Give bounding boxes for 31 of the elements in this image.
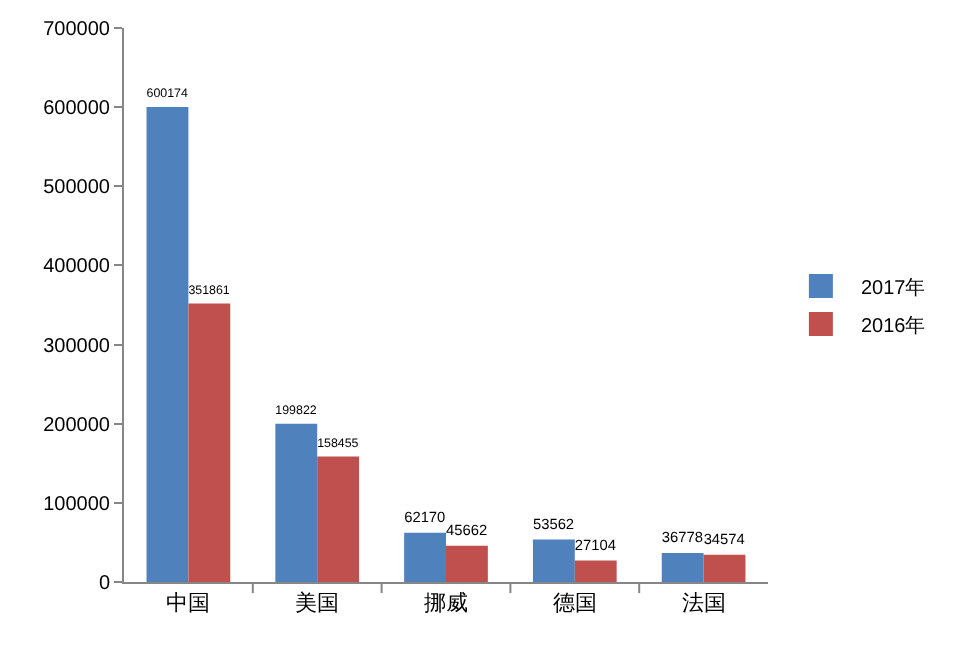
bar — [574, 560, 617, 582]
bar — [532, 539, 575, 582]
bar — [661, 552, 704, 582]
bar — [703, 554, 746, 582]
bar — [146, 107, 189, 582]
x-tick-label: 挪威 — [424, 590, 468, 617]
x-tick-label: 美国 — [295, 590, 340, 617]
y-tick-label: 400000 — [43, 256, 111, 279]
data-label: 36778 — [661, 528, 703, 547]
x-tick-label: 法国 — [681, 590, 726, 617]
bar — [446, 545, 488, 582]
data-label: 27104 — [574, 536, 616, 555]
x-tick-label: 中国 — [166, 590, 211, 617]
y-tick-label: 600000 — [43, 98, 111, 121]
y-tick-label: 200000 — [43, 414, 111, 437]
data-label: 62170 — [404, 508, 446, 527]
y-tick-label: 100000 — [43, 493, 111, 516]
legend-label: 2017年 — [860, 275, 926, 300]
data-label: 34574 — [703, 530, 745, 549]
bar — [275, 423, 318, 582]
data-label: 53562 — [532, 515, 575, 534]
x-tick-label: 德国 — [552, 592, 597, 617]
legend-label: 2016年 — [860, 313, 926, 338]
y-tick-label: 500000 — [43, 177, 111, 200]
data-label: 45662 — [446, 521, 488, 540]
bar — [188, 303, 231, 582]
y-tick-label: 0 — [98, 573, 111, 595]
bar — [317, 456, 360, 582]
bar — [404, 532, 446, 582]
y-tick-label: 700000 — [43, 19, 111, 41]
y-tick-label: 300000 — [43, 335, 111, 358]
